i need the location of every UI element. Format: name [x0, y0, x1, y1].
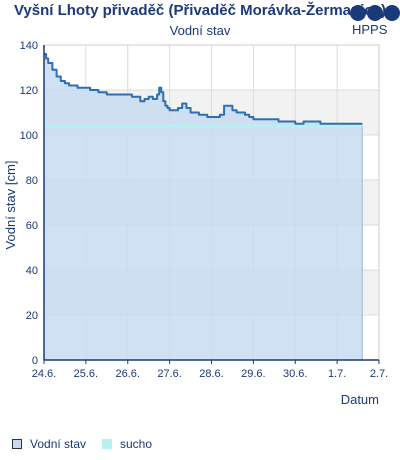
y-tick-label: 20	[26, 310, 38, 322]
x-tick-label: 29.6.	[241, 368, 265, 380]
chart-title: Vyšní Lhoty přivaděč (Přivaděč Morávka-Ž…	[13, 2, 387, 19]
chart-subtitle: Vodní stav	[169, 23, 231, 38]
hpps-logo-icon	[350, 5, 400, 21]
x-tick-label: 1.7.	[328, 368, 346, 380]
y-tick-label: 60	[26, 220, 38, 232]
x-tick-label: 2.7.	[370, 368, 388, 380]
y-tick-label: 80	[26, 175, 38, 187]
x-tick-label: 30.6.	[283, 368, 307, 380]
y-tick-label: 120	[20, 85, 38, 97]
water-level-line	[44, 53, 363, 125]
y-tick-label: 0	[32, 355, 38, 367]
x-tick-label: 27.6.	[157, 368, 181, 380]
y-tick-label: 140	[20, 40, 38, 52]
x-tick-label: 28.6.	[199, 368, 223, 380]
y-tick-label: 40	[26, 265, 38, 277]
legend-swatch-drought	[102, 439, 112, 449]
x-tick-label: 24.6.	[32, 368, 56, 380]
tick-labels: 0 20 40 60 80 100 120 140 24.6. 25.6. 26.6. 27.6. 28…	[20, 40, 389, 380]
water-level-area	[44, 54, 363, 360]
legend-label-water-level: Vodní stav	[30, 437, 87, 451]
x-tick-label: 25.6.	[74, 368, 98, 380]
y-axis-label: Vodní stav [cm]	[3, 161, 18, 250]
chart-canvas: 0 20 40 60 80 100 120 140 24.6. 25.6. 26.6. 27.6. 28…	[3, 40, 389, 407]
y-tick-label: 100	[20, 130, 38, 142]
x-axis-label: Datum	[341, 392, 379, 407]
logo-text: HPPS	[352, 22, 388, 37]
legend-label-drought: sucho	[120, 437, 153, 451]
series-layer	[44, 53, 363, 360]
axes	[43, 45, 380, 364]
x-tick-label: 26.6.	[116, 368, 140, 380]
legend-swatch-water-level	[12, 439, 22, 449]
